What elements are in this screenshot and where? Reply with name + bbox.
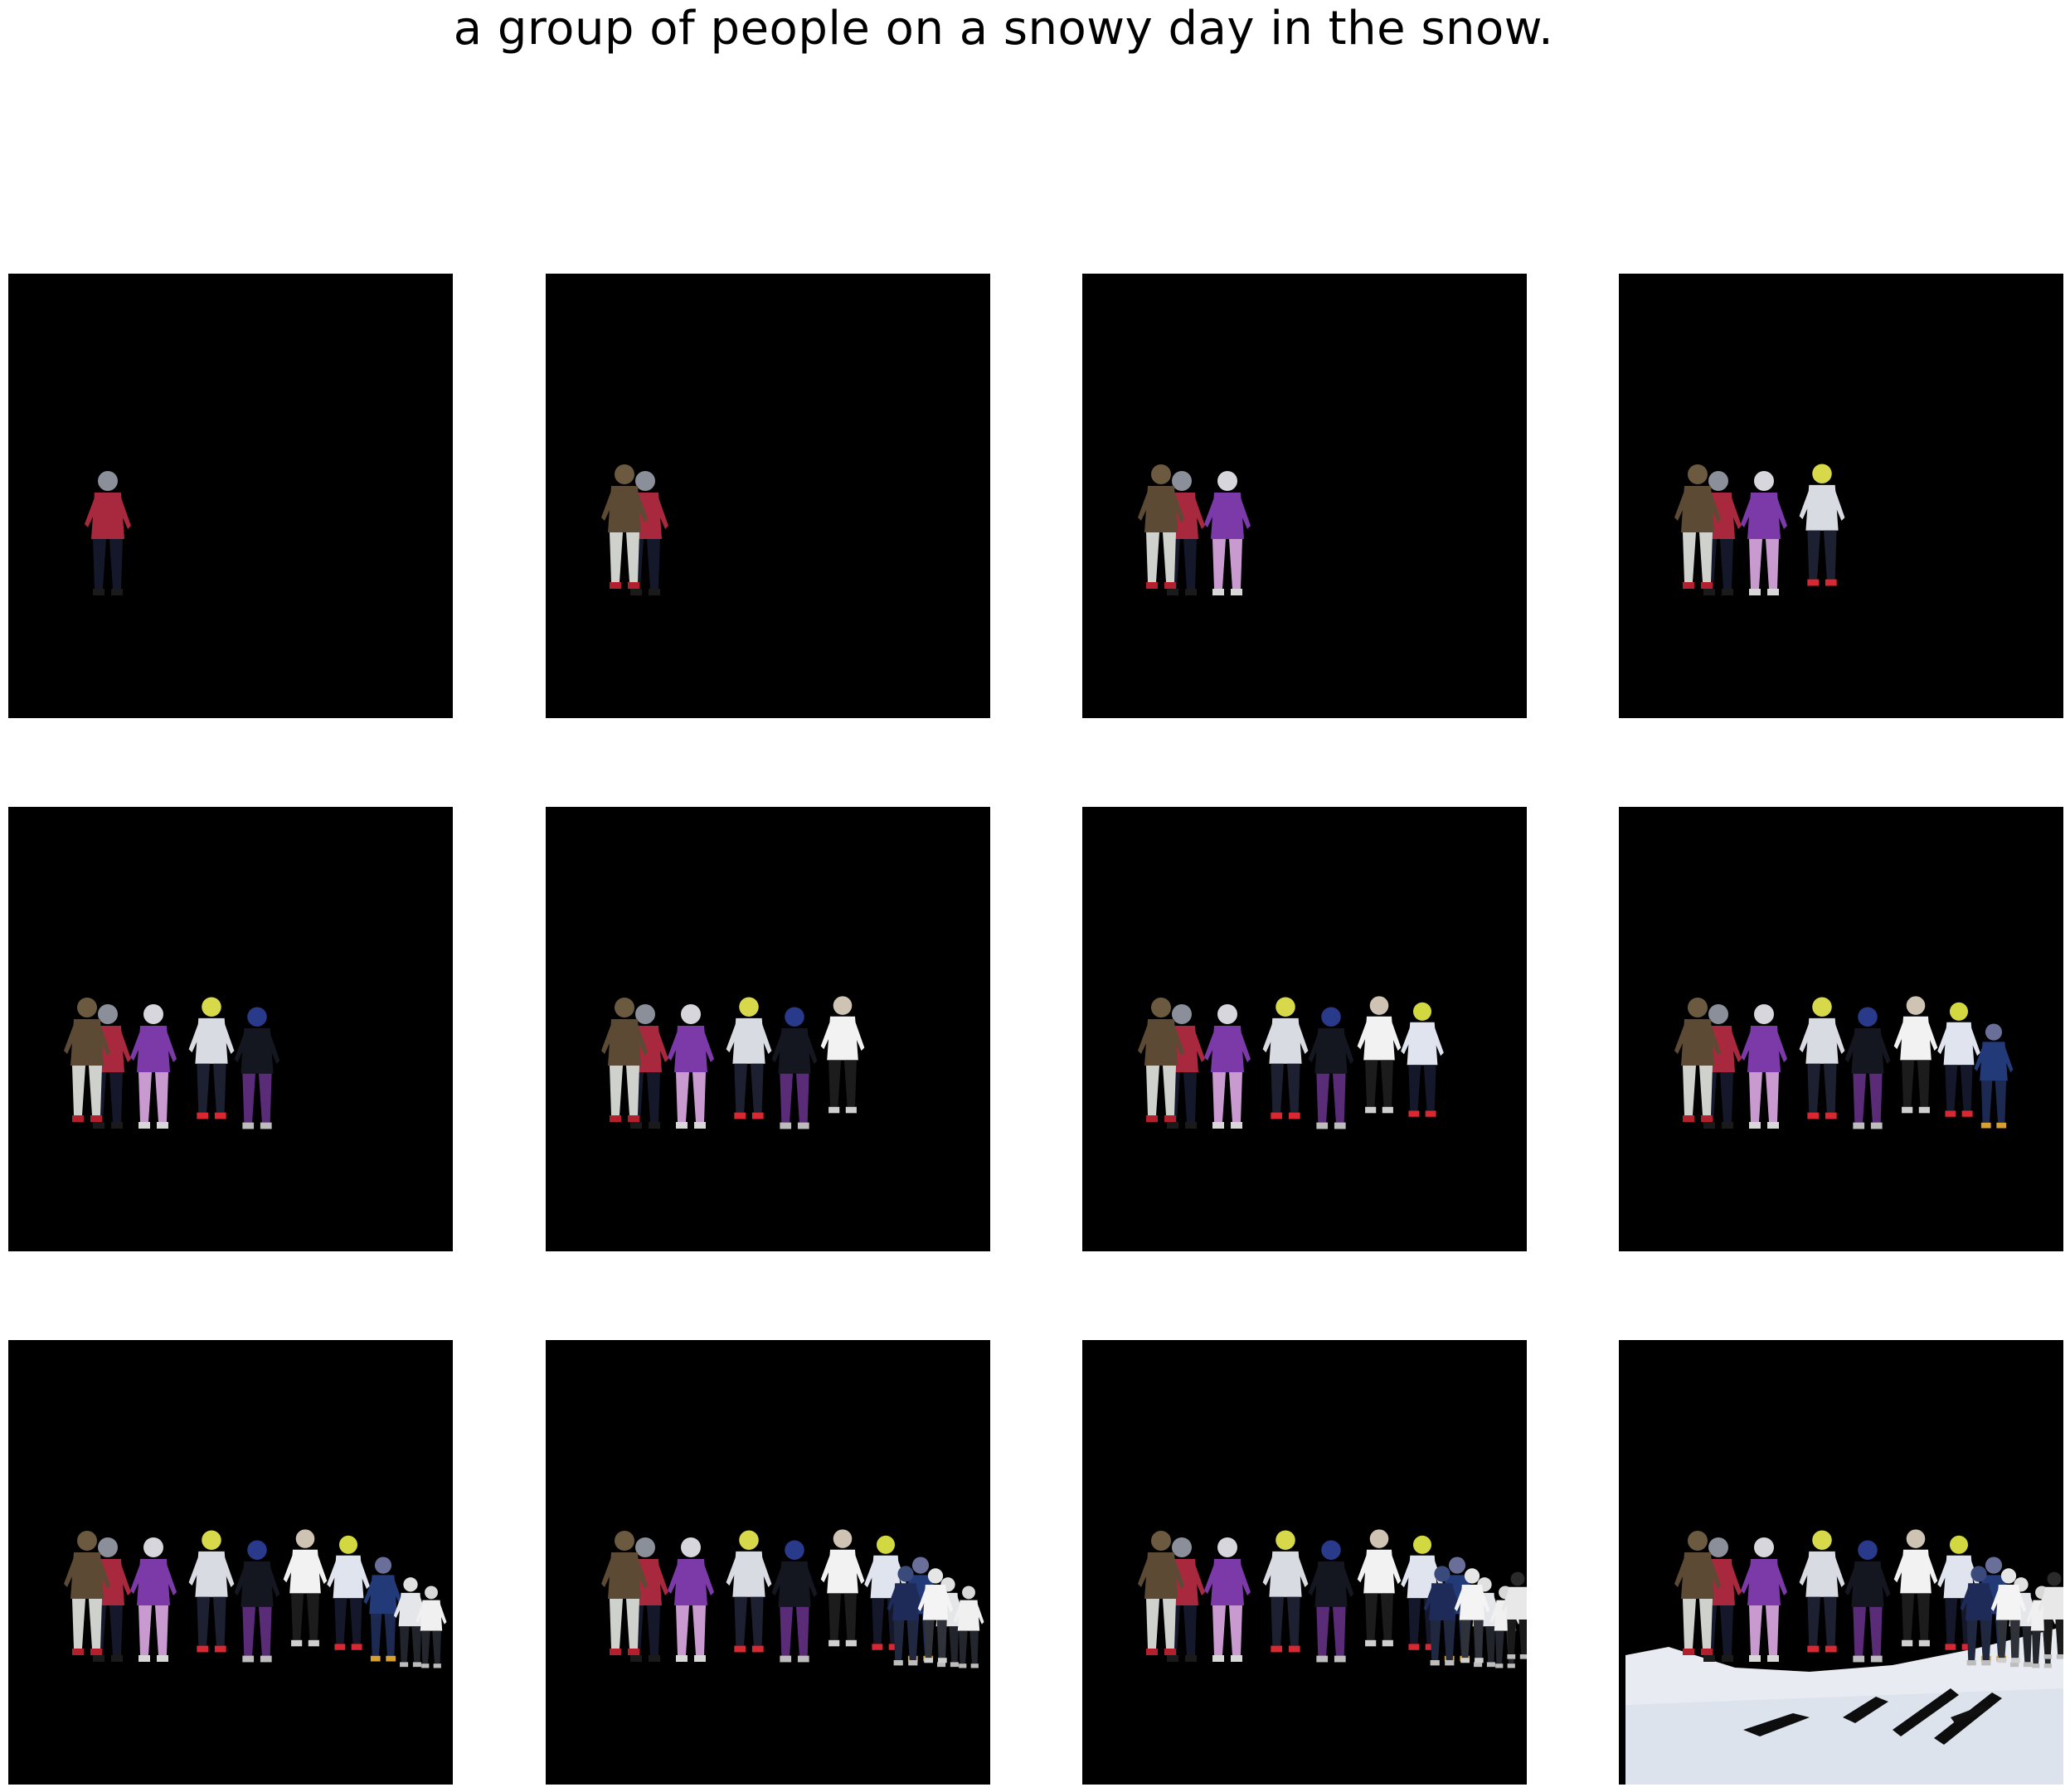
masked-person — [1262, 997, 1309, 1119]
masked-person — [1960, 1566, 1998, 1666]
masked-person — [1741, 1004, 1787, 1129]
masked-person — [1990, 1568, 2027, 1663]
masked-person — [1401, 1002, 1444, 1117]
figure-caption: a group of people on a snowy day in the … — [453, 2, 1554, 56]
mask-panel — [1619, 1340, 2063, 1785]
mask-panel — [1619, 274, 2063, 718]
masked-person — [1204, 471, 1251, 595]
masked-person — [1799, 997, 1845, 1119]
masked-person — [130, 1537, 177, 1662]
masked-person — [1799, 464, 1845, 586]
panel-image — [1082, 807, 1527, 1251]
masked-person — [1674, 998, 1721, 1122]
masked-person — [1741, 1537, 1787, 1662]
masked-person — [1674, 1531, 1721, 1655]
masked-person — [1893, 996, 1938, 1114]
masked-person — [1138, 464, 1184, 589]
masked-person — [415, 1586, 447, 1668]
masked-person — [234, 1540, 280, 1663]
mask-panel — [8, 274, 453, 718]
panel-image — [1082, 274, 1527, 718]
panel-image — [1619, 1340, 2063, 1785]
masked-person — [327, 1535, 370, 1650]
panel-image — [546, 807, 990, 1251]
masked-person — [1844, 1540, 1891, 1663]
masked-person — [2038, 1571, 2063, 1659]
masked-person — [771, 1540, 818, 1663]
mask-panel — [1619, 807, 2063, 1251]
panel-image — [1619, 274, 2063, 718]
masked-person — [1308, 1007, 1354, 1129]
mask-panel — [546, 1340, 990, 1785]
masked-person — [1799, 1530, 1845, 1653]
masked-person — [1974, 1023, 2014, 1129]
masked-person — [1204, 1004, 1251, 1129]
masked-person — [601, 1531, 648, 1655]
masked-person — [953, 1586, 984, 1668]
masked-person — [64, 1531, 110, 1655]
masked-person — [393, 1577, 428, 1668]
masked-person — [601, 998, 648, 1122]
masked-person — [1138, 998, 1184, 1122]
masked-person — [1501, 1571, 1527, 1659]
masked-person — [283, 1529, 328, 1647]
masked-person — [1262, 1530, 1309, 1653]
masked-person — [234, 1007, 280, 1129]
masked-person — [1308, 1540, 1354, 1663]
masked-person — [1454, 1568, 1490, 1663]
panel-image — [546, 274, 990, 718]
mask-panel — [546, 274, 990, 718]
mask-panel — [546, 807, 990, 1251]
masked-person — [917, 1568, 954, 1663]
masked-person — [1204, 1537, 1251, 1662]
mask-panel — [1082, 807, 1527, 1251]
panel-image — [8, 274, 453, 718]
masked-person — [363, 1556, 403, 1662]
masked-person — [668, 1537, 714, 1662]
masked-person — [85, 471, 131, 595]
masked-person — [1937, 1002, 1980, 1117]
masked-person — [726, 997, 772, 1119]
panel-image — [8, 1340, 453, 1785]
mask-panel — [1082, 274, 1527, 718]
masked-person — [668, 1004, 714, 1129]
panel-image — [546, 1340, 990, 1785]
masked-person — [1741, 471, 1787, 595]
mask-panel — [8, 807, 453, 1251]
masked-person — [1674, 464, 1721, 589]
panel-image — [1619, 807, 2063, 1251]
masked-person — [130, 1004, 177, 1129]
masked-person — [1844, 1007, 1891, 1129]
masked-person — [188, 1530, 235, 1653]
panel-image — [8, 807, 453, 1251]
snow-ground — [1625, 1626, 2063, 1785]
masked-person — [601, 464, 648, 589]
masked-person — [188, 997, 235, 1119]
panel-image — [1082, 1340, 1527, 1785]
mask-panel — [1082, 1340, 1527, 1785]
masked-person — [1357, 996, 1402, 1114]
mask-panel — [8, 1340, 453, 1785]
masked-person — [771, 1007, 818, 1129]
masked-person — [726, 1530, 772, 1653]
masked-person — [820, 996, 865, 1114]
masked-person — [1138, 1531, 1184, 1655]
masked-person — [1357, 1529, 1402, 1647]
masked-person — [64, 998, 110, 1122]
masked-person — [1423, 1566, 1461, 1666]
masked-person — [1893, 1529, 1938, 1647]
masked-person — [820, 1529, 865, 1647]
